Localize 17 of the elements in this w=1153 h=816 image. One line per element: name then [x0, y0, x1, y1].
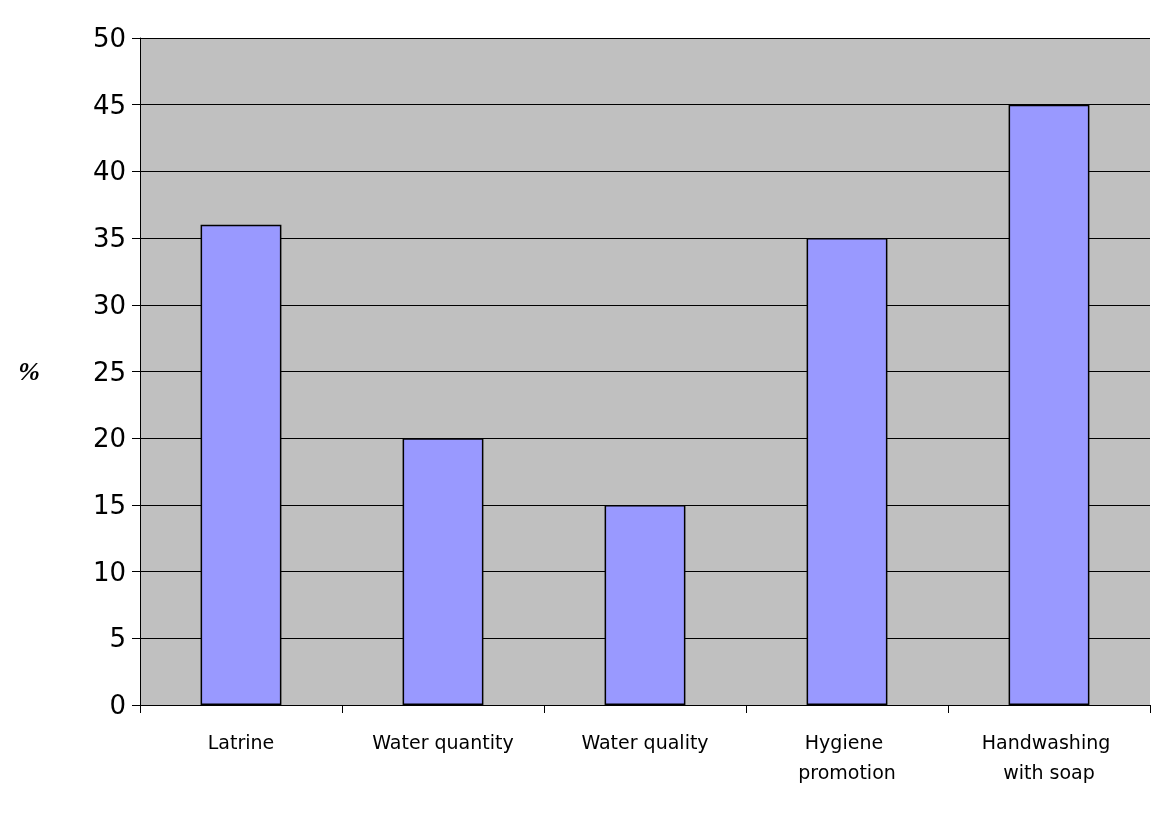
y-tick-label: 5	[109, 623, 126, 654]
y-axis-title: %	[18, 357, 40, 386]
x-tick-label: Water quality	[581, 731, 709, 753]
y-tick-label: 40	[92, 156, 126, 187]
y-tick-label: 25	[92, 356, 126, 387]
y-tick-label: 15	[92, 489, 126, 520]
x-tick-label: Latrine	[207, 731, 275, 753]
y-tick-label: 45	[92, 89, 126, 120]
y-tick-label: 50	[92, 23, 126, 53]
x-tick-label: Hygiene promotion	[798, 731, 896, 783]
y-tick-label: 35	[92, 223, 126, 254]
x-tick-label: Handwashing with soap	[981, 731, 1117, 783]
y-tick-label: 20	[92, 423, 126, 454]
x-tick-label: Water quantity	[372, 731, 514, 753]
y-tick-label: 30	[92, 289, 126, 320]
y-tick-label: 0	[109, 690, 126, 720]
y-tick-label: 10	[92, 556, 126, 587]
